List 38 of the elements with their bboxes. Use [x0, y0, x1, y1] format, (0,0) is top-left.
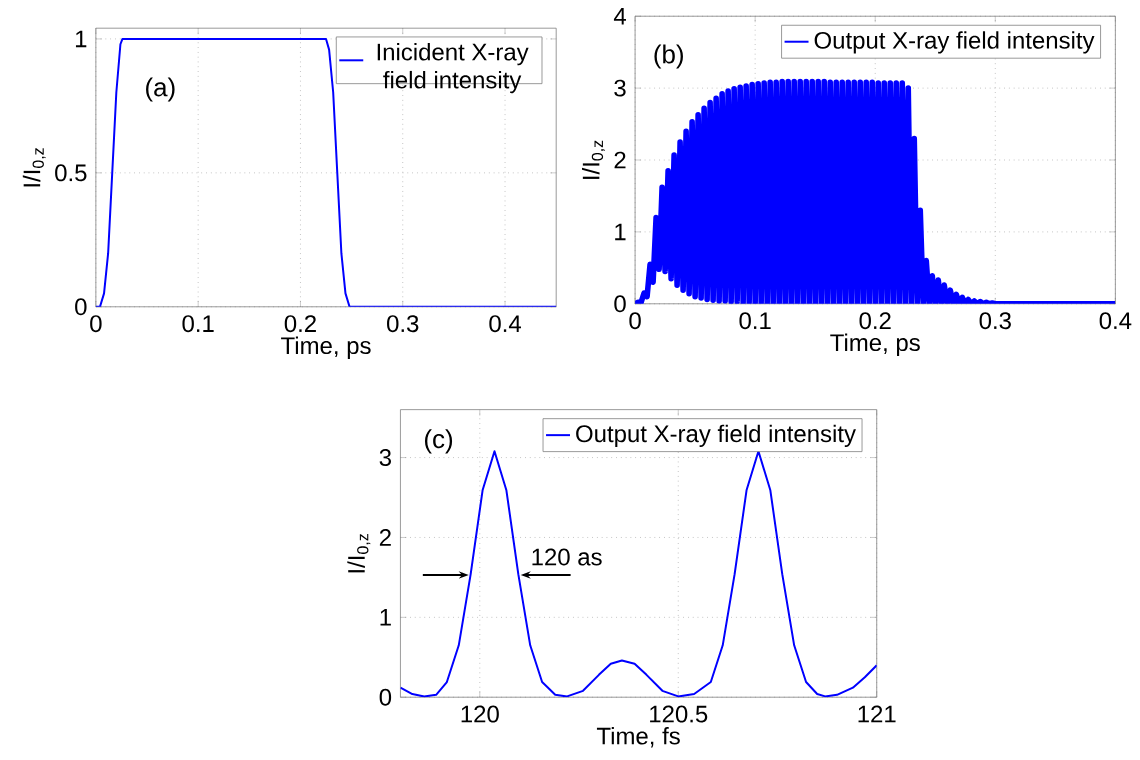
annotation: (c)	[424, 429, 453, 454]
y-tick-label: 1	[380, 609, 391, 626]
x-axis-title: Time, fs	[596, 726, 680, 748]
y-tick-label: 4	[613, 7, 626, 25]
x-tick-label: 0	[629, 312, 641, 330]
x-tick-label: 0.1	[739, 312, 771, 330]
x-tick-label: 120.5	[650, 705, 708, 723]
y-tick-label: 3	[379, 449, 391, 466]
y-tick-label: 1	[615, 223, 626, 241]
x-tick-label: 0.2	[284, 315, 316, 333]
y-tick-label: 2	[614, 151, 626, 169]
y-axis-title: I/I$_{0,z}$	[347, 534, 371, 573]
x-axis-title: Time, ps	[830, 333, 920, 356]
y-tick-label: 0	[75, 298, 87, 316]
y-axis-title: I/I$_{0,z}$	[581, 140, 605, 179]
y-tick-label: 0	[614, 295, 626, 313]
legend-label: Output X-ray field intensity	[814, 31, 1095, 54]
x-tick-label: 120	[461, 705, 499, 723]
annotation: (a)	[146, 77, 175, 102]
x-tick-label: 0.2	[859, 312, 891, 330]
annotation: 120 as	[532, 548, 602, 566]
y-tick-label: 0	[379, 688, 392, 706]
legend-label: Output X-ray field intensity	[576, 424, 856, 447]
x-tick-label: 0.3	[387, 315, 419, 333]
y-axis-title: I/I$_{0,z}$	[22, 148, 46, 187]
x-axis-title: Time, ps	[281, 336, 371, 359]
y-tick-label: 1	[75, 30, 87, 48]
x-tick-label: 0	[90, 315, 102, 333]
y-tick-label: 3	[614, 79, 626, 97]
x-tick-label: 0.1	[182, 315, 214, 333]
x-tick-label: 0.4	[1099, 312, 1132, 330]
x-tick-label: 0.3	[979, 312, 1011, 330]
x-tick-label: 0.4	[489, 315, 521, 333]
y-tick-label: 0.5	[55, 164, 87, 182]
y-tick-label: 2	[379, 529, 391, 546]
x-tick-label: 121	[858, 705, 896, 723]
legend-label: Inicident X-ray field intensity	[377, 42, 529, 94]
annotation: (b)	[654, 44, 683, 69]
